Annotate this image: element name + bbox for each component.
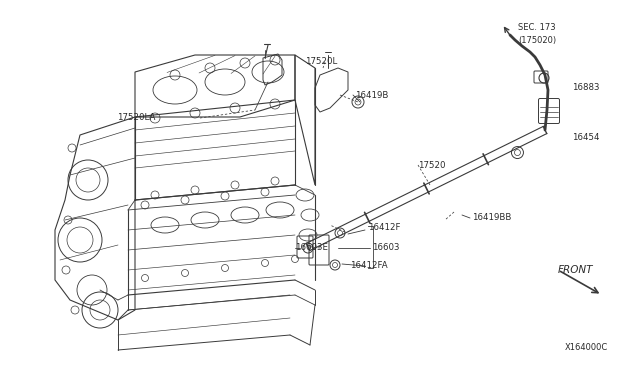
Text: 16419B: 16419B [355,90,388,99]
Text: 16412F: 16412F [368,224,401,232]
Text: (175020): (175020) [518,35,556,45]
Text: FRONT: FRONT [558,265,593,275]
Text: SEC. 173: SEC. 173 [518,23,556,32]
Text: 16454: 16454 [572,134,600,142]
Text: 16883: 16883 [572,83,600,93]
Text: 17520LA: 17520LA [116,113,155,122]
Text: 16603: 16603 [372,244,399,253]
Text: X164000C: X164000C [565,343,608,353]
Text: 16603E: 16603E [295,244,328,253]
Text: 16412FA: 16412FA [350,260,388,269]
Text: 16419BB: 16419BB [472,214,511,222]
Text: 17520L: 17520L [305,58,337,67]
Text: 17520: 17520 [418,160,445,170]
